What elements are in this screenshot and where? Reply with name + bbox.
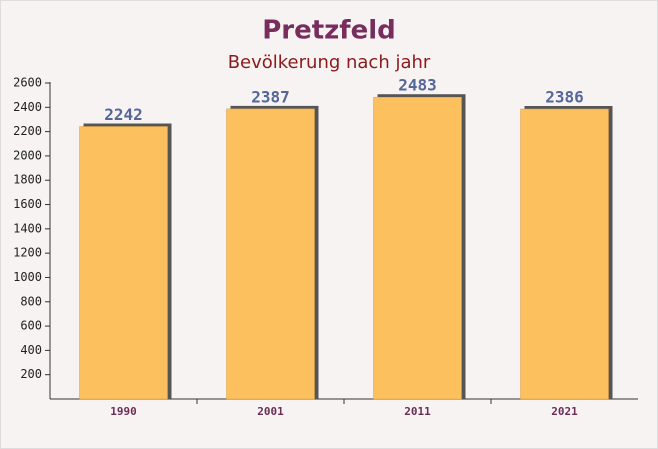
y-tick-label: 400 [20, 343, 42, 357]
bar [373, 96, 462, 400]
y-tick-label: 200 [20, 367, 42, 381]
y-tick-label: 2000 [13, 148, 42, 162]
value-label: 2386 [545, 88, 584, 107]
bar [226, 108, 315, 400]
value-label: 2242 [104, 105, 143, 124]
y-tick-label: 2200 [13, 124, 42, 138]
chart-subtitle: Bevölkerung nach jahr [228, 52, 431, 73]
y-tick-label: 600 [20, 319, 42, 333]
y-tick-label: 800 [20, 294, 42, 308]
x-tick-label: 2011 [404, 405, 431, 418]
y-tick-label: 2400 [13, 100, 42, 114]
chart-title: Pretzfeld [262, 16, 396, 46]
y-tick-label: 1800 [13, 173, 42, 187]
x-tick-label: 2021 [551, 405, 578, 418]
y-tick-label: 1200 [13, 246, 42, 260]
bar [520, 108, 609, 400]
bar [79, 126, 168, 400]
y-tick-label: 1400 [13, 221, 42, 235]
y-tick-label: 1000 [13, 270, 42, 284]
value-label: 2387 [251, 87, 290, 106]
x-tick-label: 2001 [257, 405, 284, 418]
y-tick-label: 2600 [13, 76, 42, 90]
x-tick-label: 1990 [110, 405, 137, 418]
value-label: 2483 [398, 76, 437, 95]
y-tick-label: 1600 [13, 197, 42, 211]
